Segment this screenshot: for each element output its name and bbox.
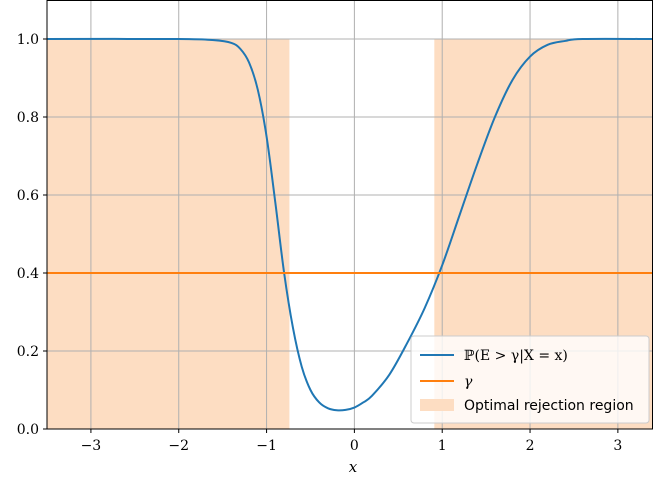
legend-box [410,335,650,424]
regions-layer [47,39,653,429]
x-tick-label: −3 [81,438,102,454]
series-layer [46,37,653,412]
x-axis-ticks: −3 −2 −1 0 1 2 3 [81,429,622,454]
x-tick-label: 0 [350,438,359,454]
y-tick-label: 0.0 [17,422,39,438]
x-tick-label: 2 [526,438,535,454]
x-tick-label: −2 [168,438,189,454]
y-axis-ticks: 0.0 0.2 0.4 0.6 0.8 1.0 [17,32,47,438]
x-tick-label: 1 [438,438,447,454]
y-tick-label: 0.8 [17,110,39,126]
y-tick-label: 0.6 [17,188,39,204]
rejection-region-1 [47,39,290,429]
legend: ℙ(E > γ|X = x) γ Optimal rejection regio… [410,335,650,424]
legend-label-rejection-region: Optimal rejection region [464,398,634,414]
legend-label-gamma: γ [464,374,473,390]
x-axis-title: x [349,458,358,476]
y-tick-label: 0.2 [17,344,39,360]
x-tick-label: −1 [256,438,277,454]
series-line-probability [46,37,653,412]
legend-label-probability: ℙ(E > γ|X = x) [464,348,568,364]
x-tick-label: 3 [613,438,622,454]
y-tick-label: 0.4 [17,266,39,282]
legend-swatch-rejection-region [420,399,454,411]
y-tick-label: 1.0 [17,32,39,48]
